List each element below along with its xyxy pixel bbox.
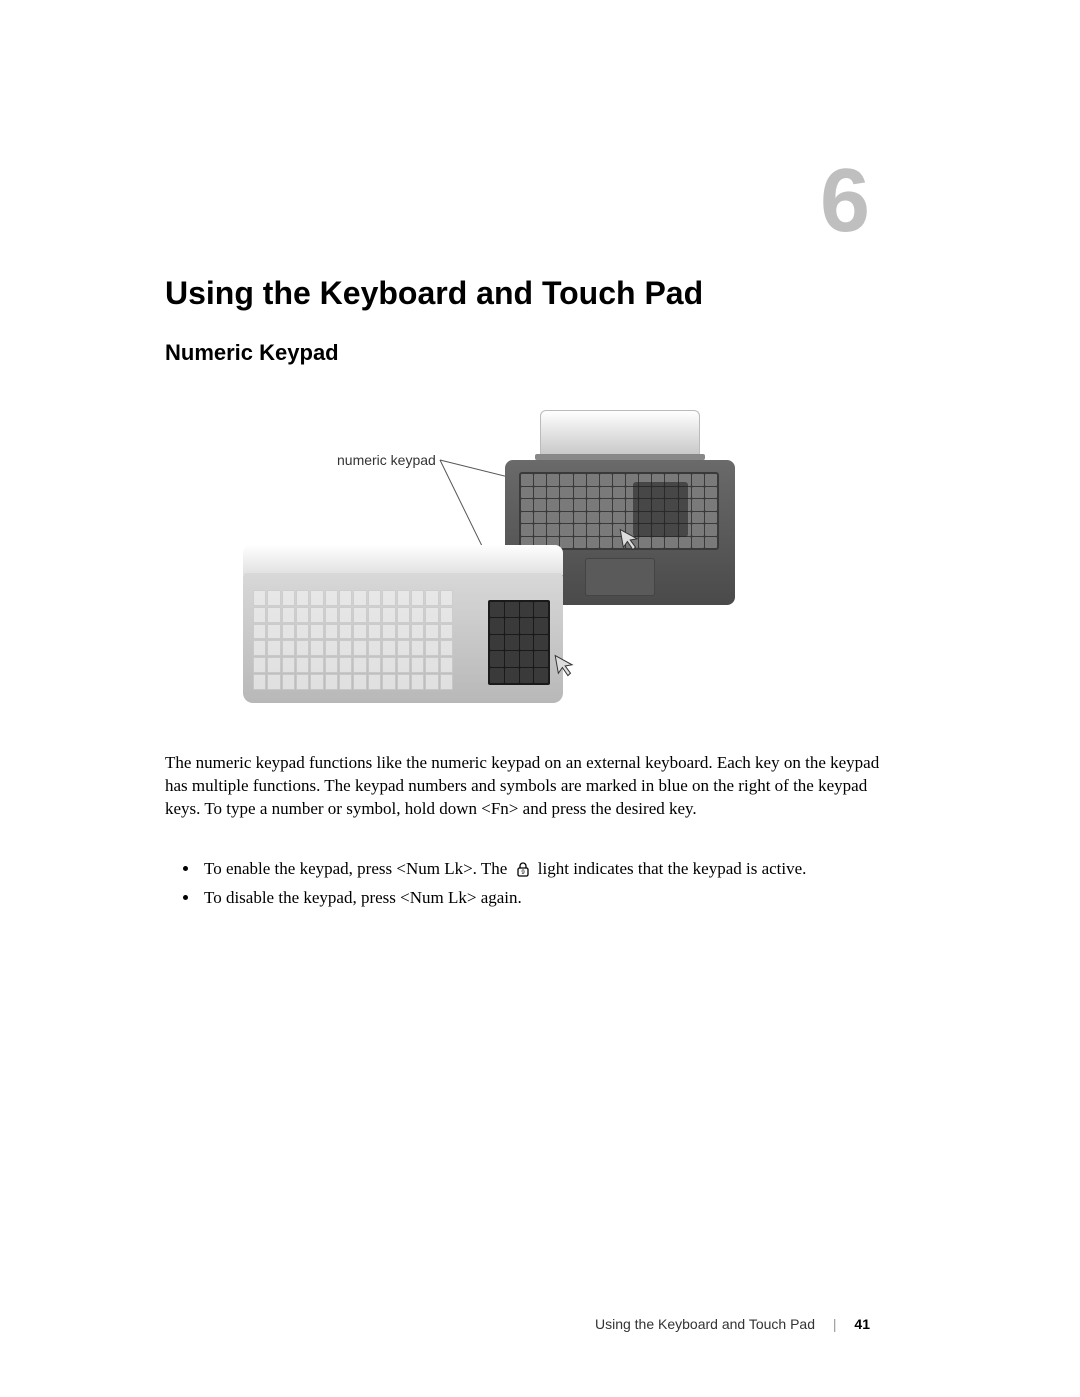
external-keyboard-top <box>243 545 563 575</box>
footer-section-title: Using the Keyboard and Touch Pad <box>595 1316 815 1332</box>
cursor-icon <box>618 524 642 553</box>
page-footer: Using the Keyboard and Touch Pad | 41 <box>595 1316 870 1332</box>
figure-keyboard-diagram: numeric keypad <box>165 400 885 730</box>
chapter-title: Using the Keyboard and Touch Pad <box>165 275 703 312</box>
external-keyboard-illustration <box>243 545 563 705</box>
footer-divider: | <box>833 1316 837 1332</box>
list-item: To enable the keypad, press <Num Lk>. Th… <box>200 858 885 881</box>
laptop-screen <box>540 410 700 455</box>
list-item: To disable the keypad, press <Num Lk> ag… <box>200 887 885 910</box>
laptop-embedded-numpad-highlight <box>633 482 688 537</box>
cursor-icon <box>553 650 577 679</box>
list-item-text-pre: To enable the keypad, press <Num Lk>. Th… <box>204 859 512 878</box>
body-bullet-list: To enable the keypad, press <Num Lk>. Th… <box>200 858 885 916</box>
external-keyboard-main-keys <box>253 590 453 690</box>
section-title: Numeric Keypad <box>165 340 339 366</box>
figure-callout-label: numeric keypad <box>337 452 436 468</box>
svg-text:9: 9 <box>521 870 525 876</box>
laptop-touchpad <box>585 558 655 596</box>
footer-page-number: 41 <box>854 1316 870 1332</box>
list-item-text-pre: To disable the keypad, press <Num Lk> ag… <box>204 888 522 907</box>
numlock-icon: 9 <box>515 861 531 877</box>
external-keyboard-numpad <box>488 600 550 685</box>
list-item-text-post: light indicates that the keypad is activ… <box>534 859 807 878</box>
chapter-number: 6 <box>820 150 870 253</box>
body-paragraph: The numeric keypad functions like the nu… <box>165 752 885 821</box>
